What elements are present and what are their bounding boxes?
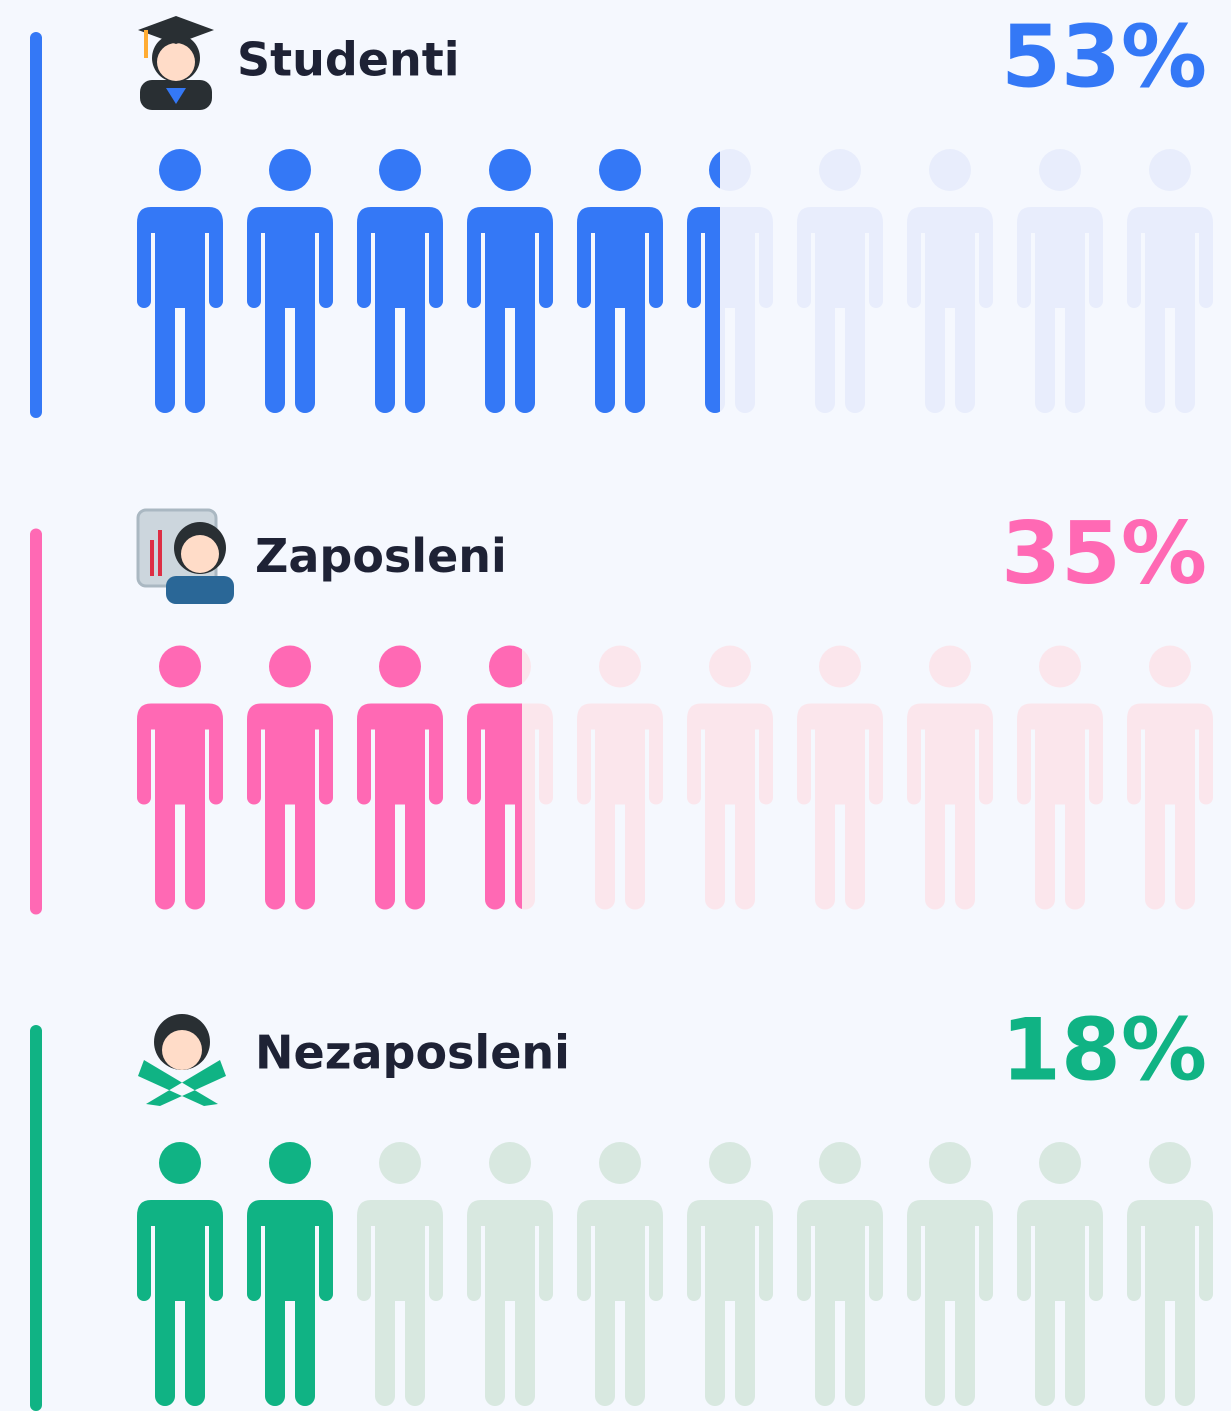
person-head: [709, 645, 751, 688]
person-body: [687, 703, 773, 910]
person-head: [159, 149, 201, 191]
category-label: Nezaposleni: [255, 1026, 570, 1080]
person-head: [269, 645, 311, 688]
person-body: [907, 1200, 993, 1406]
person-body: [137, 703, 223, 910]
person-head: [1039, 645, 1081, 688]
person-body: [467, 1200, 553, 1406]
accent-bar: [30, 1025, 42, 1411]
person-body: [1127, 703, 1213, 910]
person-head: [709, 151, 720, 189]
person-head: [599, 149, 641, 191]
person-head: [599, 1142, 641, 1184]
person-head: [929, 645, 971, 688]
person-head: [379, 149, 421, 191]
person-body: [1017, 207, 1103, 413]
person-body: [577, 703, 663, 910]
filled-icons: [137, 1142, 333, 1406]
person-head: [1149, 149, 1191, 191]
filled-icons: [137, 149, 720, 413]
person-head: [929, 1142, 971, 1184]
person-head: [929, 149, 971, 191]
person-head: [1039, 1142, 1081, 1184]
person-body: [1017, 1200, 1103, 1406]
person-head: [819, 149, 861, 191]
person-body: [357, 207, 443, 413]
person-body: [797, 703, 883, 910]
person-body: [577, 207, 663, 413]
person-head: [489, 1142, 531, 1184]
person-head: [379, 645, 421, 688]
filled-icons: [137, 645, 522, 910]
person-head: [819, 645, 861, 688]
person-body: [1017, 703, 1103, 910]
person-body: [247, 1200, 333, 1406]
value-label: 35%: [1001, 504, 1207, 604]
person-head: [269, 149, 311, 191]
person-body: [357, 1200, 443, 1406]
person-body: [137, 207, 223, 413]
person-head: [1149, 1142, 1191, 1184]
person-body: [1127, 207, 1213, 413]
person-head: [379, 1142, 421, 1184]
person-body: [247, 207, 333, 413]
accent-bar: [30, 32, 42, 418]
person-head: [269, 1142, 311, 1184]
student-icon: [138, 16, 214, 110]
person-body: [357, 703, 443, 910]
person-head: [819, 1142, 861, 1184]
person-head: [489, 149, 531, 191]
person-body: [797, 207, 883, 413]
person-body: [797, 1200, 883, 1406]
person-head: [159, 1142, 201, 1184]
person-body: [577, 1200, 663, 1406]
person-head: [1039, 149, 1081, 191]
person-head: [1149, 645, 1191, 688]
accent-bar: [30, 528, 42, 915]
employee-icon: [136, 508, 234, 604]
person-body: [907, 703, 993, 910]
person-body: [907, 207, 993, 413]
value-label: 53%: [1001, 7, 1207, 107]
person-head: [489, 645, 522, 688]
person-body: [1127, 1200, 1213, 1406]
person-body: [467, 207, 553, 413]
value-label: 18%: [1001, 1000, 1207, 1100]
category-label: Studenti: [237, 33, 460, 87]
person-body: [687, 1200, 773, 1406]
category-label: Zaposleni: [255, 529, 507, 583]
person-body: [247, 703, 333, 910]
person-head: [599, 645, 641, 688]
person-head: [709, 1142, 751, 1184]
person-head: [159, 645, 201, 688]
person-body: [137, 1200, 223, 1406]
unemployed-icon: [138, 1014, 226, 1106]
